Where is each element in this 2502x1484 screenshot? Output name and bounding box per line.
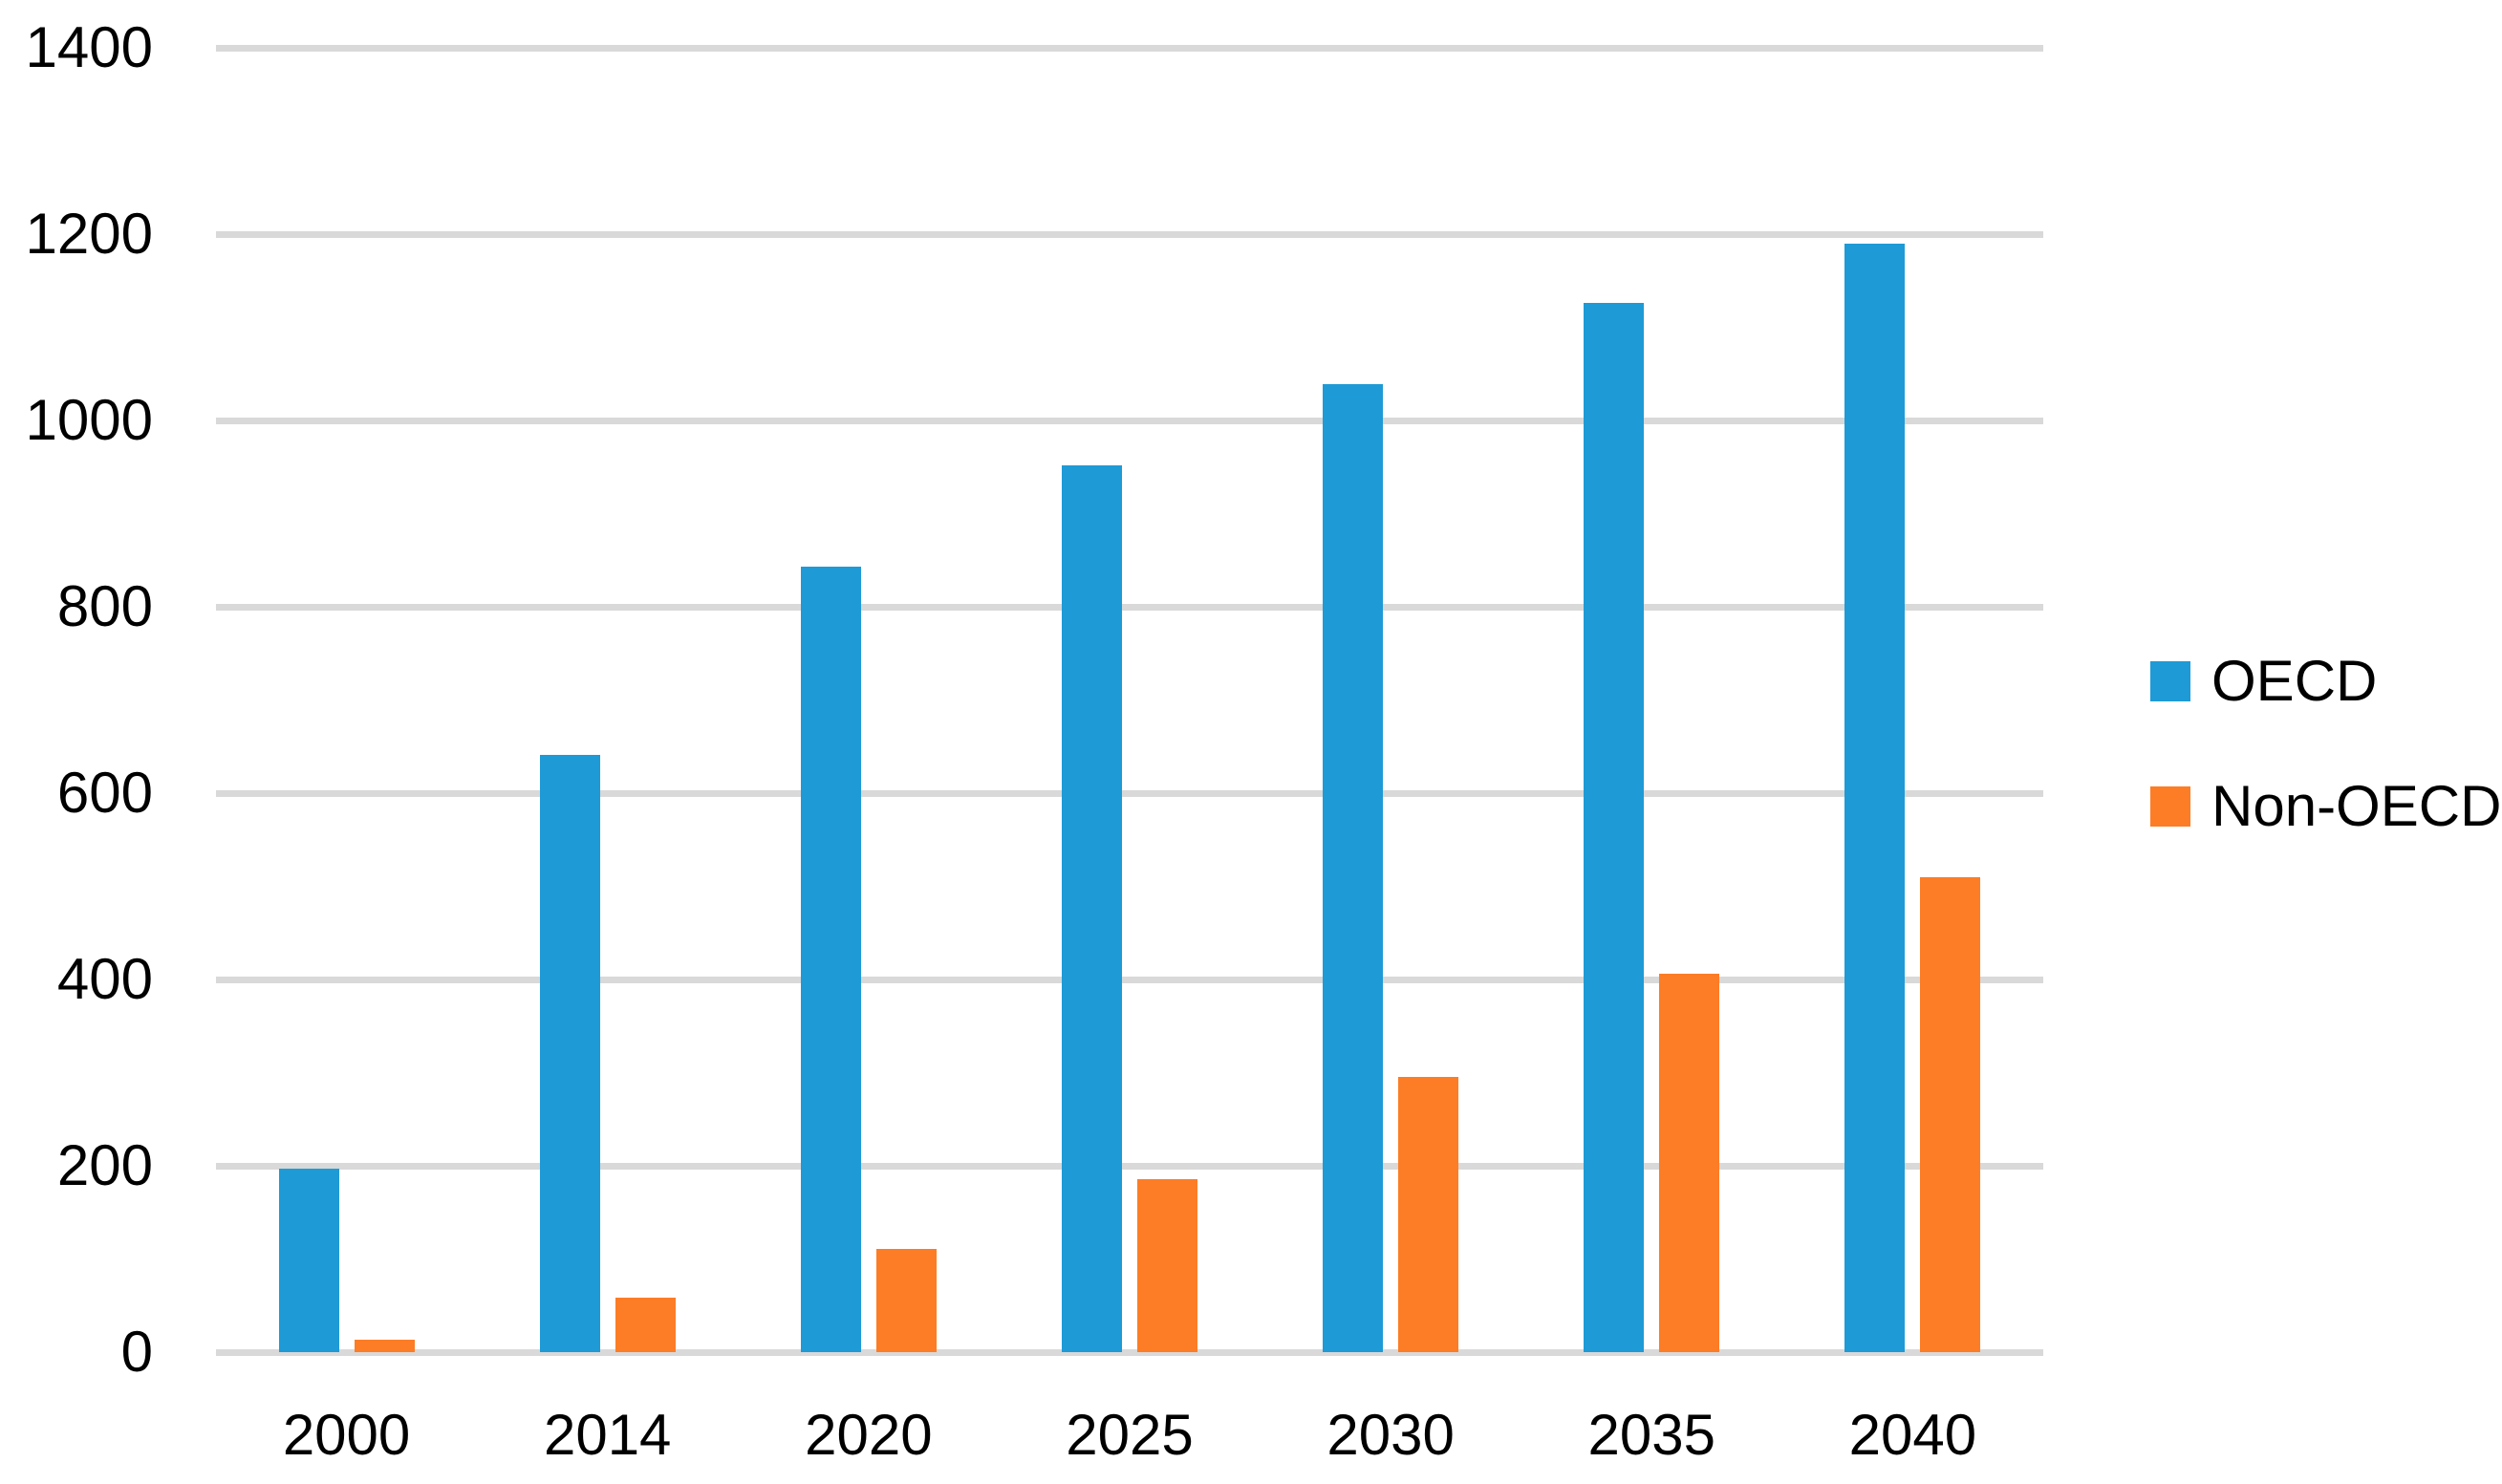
bar-non-oecd-2035 [1659, 974, 1720, 1352]
gridline-1400 [216, 45, 2043, 52]
legend-swatch-oecd-icon [2150, 661, 2190, 701]
x-tick-label-2020: 2020 [805, 1403, 933, 1467]
bar-non-oecd-2040 [1920, 876, 1981, 1352]
gridline-0 [216, 1349, 2043, 1356]
y-tick-label-1400: 1400 [25, 15, 153, 79]
bar-non-oecd-2014 [615, 1298, 676, 1352]
bar-oecd-2000 [278, 1168, 339, 1352]
legend-label-oecd: OECD [2211, 649, 2378, 713]
legend-entry-non-oecd: Non-OECD [2150, 778, 2501, 835]
bar-oecd-2020 [800, 567, 861, 1352]
y-tick-label-200: 200 [56, 1133, 153, 1197]
bar-oecd-2025 [1062, 464, 1122, 1352]
bar-non-oecd-2000 [354, 1340, 415, 1352]
gridline-200 [216, 1163, 2043, 1170]
legend-swatch-non-oecd-icon [2150, 786, 2190, 827]
y-tick-label-1200: 1200 [25, 202, 153, 266]
bar-non-oecd-2020 [875, 1248, 937, 1352]
bar-oecd-2030 [1323, 383, 1384, 1352]
y-tick-label-0: 0 [120, 1320, 153, 1384]
y-tick-label-600: 600 [56, 761, 153, 825]
y-tick-label-1000: 1000 [25, 388, 153, 452]
bar-oecd-2014 [539, 755, 600, 1352]
bar-oecd-2035 [1584, 303, 1645, 1352]
bar-non-oecd-2025 [1137, 1178, 1197, 1352]
y-tick-label-800: 800 [56, 574, 153, 638]
x-tick-label-2035: 2035 [1587, 1403, 1716, 1467]
x-tick-label-2030: 2030 [1326, 1403, 1455, 1467]
gridline-600 [216, 790, 2043, 797]
gridline-800 [216, 604, 2043, 611]
x-tick-label-2025: 2025 [1066, 1403, 1194, 1467]
gridline-400 [216, 977, 2043, 983]
plot-area [216, 45, 2043, 1356]
x-tick-label-2000: 2000 [282, 1403, 411, 1467]
bar-non-oecd-2030 [1398, 1077, 1459, 1352]
gridline-1000 [216, 418, 2043, 424]
legend-entry-oecd: OECD [2150, 653, 2501, 710]
legend: OECD Non-OECD [2150, 653, 2501, 912]
y-tick-label-400: 400 [56, 947, 153, 1011]
x-tick-label-2014: 2014 [543, 1403, 672, 1467]
gridline-1200 [216, 231, 2043, 238]
bar-oecd-2040 [1844, 243, 1906, 1352]
legend-label-non-oecd: Non-OECD [2211, 774, 2502, 838]
x-tick-label-2040: 2040 [1848, 1403, 1977, 1467]
